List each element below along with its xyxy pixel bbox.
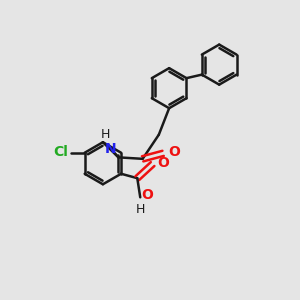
Text: Cl: Cl [54,145,68,159]
Text: O: O [157,156,169,170]
Text: H: H [136,202,145,216]
Text: H: H [101,128,110,141]
Text: O: O [168,145,180,159]
Text: N: N [105,142,116,156]
Text: O: O [141,188,153,202]
